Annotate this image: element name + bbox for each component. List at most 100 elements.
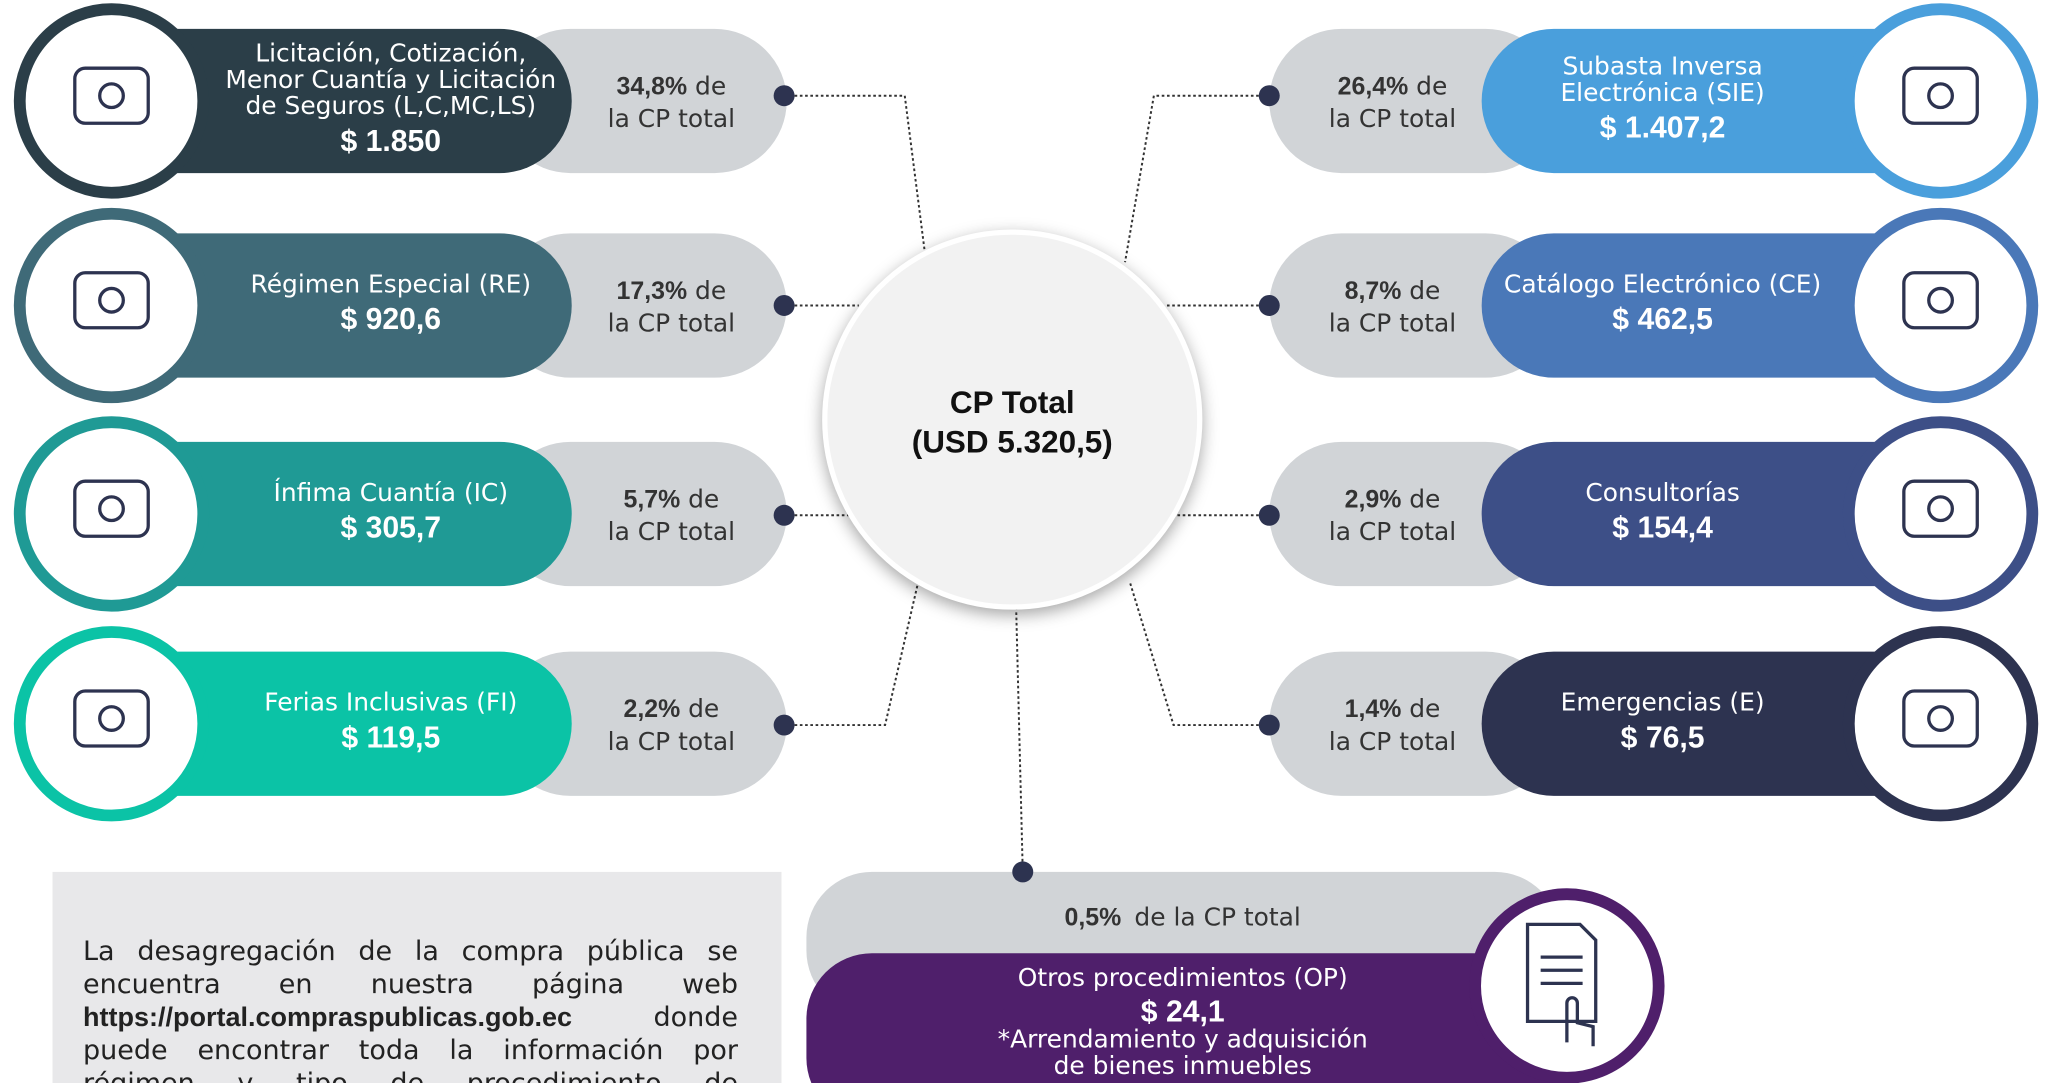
percent: 2,9% [1345,485,1402,513]
percent: 0,5% [1065,904,1122,932]
icon-circle [1842,207,2039,404]
icon-shape [1927,495,1954,523]
percent-of: de [688,694,719,723]
percent-rest: la CP total [1329,309,1456,338]
info-after: donde puede encontrar toda la informació… [83,1002,738,1083]
category-title: de Seguros (L,C,MC,LS) [245,91,536,120]
category-title: Consultorías [1585,478,1739,507]
category-title: Catálogo Electrónico (CE) [1504,269,1821,298]
center-circle [822,229,1203,610]
percent-of: de [688,484,719,513]
percent: 8,7% [1345,277,1402,305]
percent-pill [1269,28,1558,174]
category-amount: $ 1.850 [341,125,442,158]
info-url: https://portal.compraspublicas.gob.ec [83,1002,573,1032]
connector-dot [773,504,795,526]
icon-shape [98,82,125,110]
center-line: CP Total [950,385,1075,420]
percent-pill [498,441,787,587]
percent: 5,7% [623,485,680,513]
category-title: Ferias Inclusivas (FI) [264,688,517,717]
percent: 34,8% [617,72,688,100]
percent-line: 8,7% de [1345,276,1441,305]
icon-shape [98,286,125,314]
category-title: Electrónica (SIE) [1560,78,1764,107]
percent-pill [1269,441,1558,587]
icon-shape [98,495,125,523]
category-amount: $ 462,5 [1612,303,1713,336]
connector-dot [1012,861,1034,883]
percent-of: de [1409,484,1440,513]
other-pill [806,953,1561,1083]
icon-shape [1927,82,1954,110]
icon-shape [73,271,150,330]
percent: 26,4% [1338,72,1409,100]
percent-rest: la CP total [1329,104,1456,133]
percent-line: 34,8% de [617,71,727,100]
other-percent: 0,5% de la CP total [1065,903,1301,932]
category-title: Subasta Inversa [1562,52,1762,81]
info-text: La desagregación de la compra pública se… [83,935,738,1083]
other-note: de bienes inmuebles [1054,1051,1312,1080]
percent-pill [498,28,787,174]
percent-of: de [695,276,726,305]
category-amount: $ 920,6 [341,303,442,336]
percent: 17,3% [617,277,688,305]
icon-shape [1902,479,1979,538]
icon-circle [13,207,210,404]
category-title: Ínfima Cuantía (IC) [274,478,509,507]
percent-rest: la CP total [608,104,735,133]
percent: 1,4% [1345,695,1402,723]
icon-shape [73,66,150,125]
percent-line: 17,3% de [617,276,727,305]
icon-circle [13,626,210,822]
percent-line: 5,7% de [623,484,719,513]
category-amount: $ 1.407,2 [1600,112,1726,145]
document-icon [1525,922,1598,1047]
icon-shape [73,689,150,748]
percent: 2,2% [623,695,680,723]
percent-rest: la CP total [1329,517,1456,546]
category-title: Menor Cuantía y Licitación [225,65,556,94]
connector-dot [773,714,795,736]
percent-pill [1269,651,1558,796]
connector [1124,94,1270,263]
percent-line: 1,4% de [1345,694,1441,723]
icon-shape [98,705,125,732]
category-amount: $ 154,4 [1612,512,1713,545]
connector [1129,583,1270,727]
connector-dot [1258,714,1280,736]
icon-circle [1842,626,2039,822]
other-icon-circle [1469,888,1665,1083]
icon-shape [1902,689,1979,748]
category-title: Emergencias (E) [1561,688,1765,717]
icon-shape [1902,66,1979,125]
icon-circle [13,3,210,199]
connector [784,94,926,250]
percent-line: 2,9% de [1345,484,1441,513]
info-before: La desagregación de la compra pública se… [83,936,738,1000]
icon-shape [73,479,150,538]
percent-rest: la CP total [608,727,735,756]
category-title: Régimen Especial (RE) [251,269,532,298]
icon-circle [1842,416,2039,612]
icon-shape [1902,271,1979,330]
category-amount: $ 76,5 [1621,721,1705,754]
percent-of: de [695,71,726,100]
percent-rest: la CP total [608,309,735,338]
icon-shape [1927,705,1954,732]
connector-dot [1258,504,1280,526]
percent-of: de [1416,71,1447,100]
icon-circle [1842,3,2039,199]
connector-dot [1258,295,1280,316]
connector [1015,609,1024,872]
other-note: *Arrendamiento y adquisición [998,1025,1368,1054]
icon-circle [13,416,210,612]
other-title: Otros procedimientos (OP) [1018,963,1348,992]
icon-shape [1927,286,1954,314]
percent-pill [1269,233,1558,378]
connector [784,583,919,727]
connector-dot [1258,85,1280,107]
